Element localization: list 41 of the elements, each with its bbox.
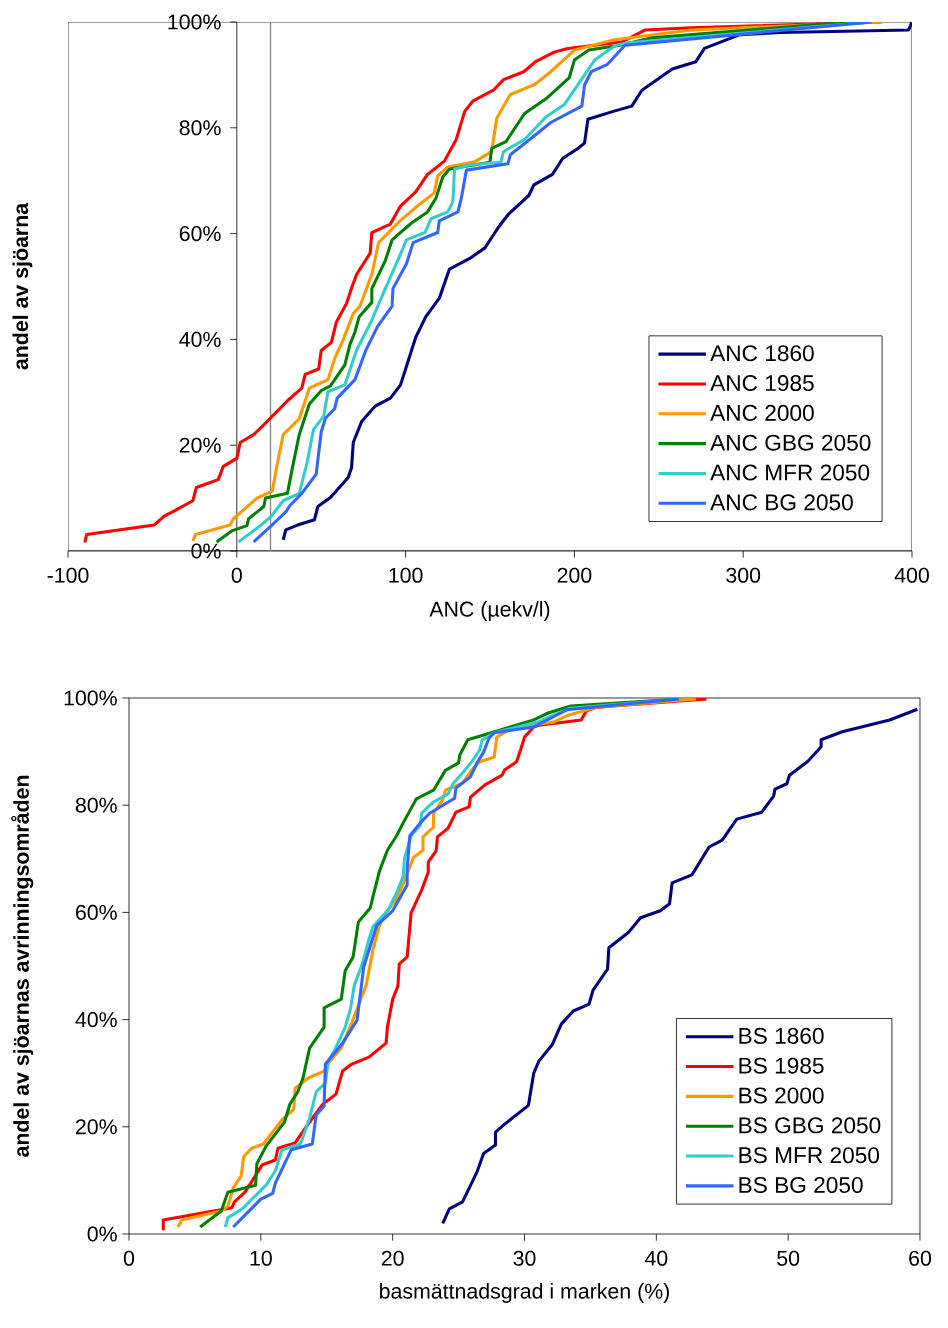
legend-label: ANC 1985 <box>710 375 814 392</box>
x-tick-label: 30 <box>513 1250 536 1266</box>
y-tick-label: 20% <box>75 1119 117 1135</box>
y-tick-label: 0% <box>87 1226 117 1242</box>
x-tick-label: 20 <box>381 1250 404 1266</box>
x-tick-label: -100 <box>47 567 89 583</box>
x-tick-label: 40 <box>644 1250 668 1266</box>
x-tick-label: 200 <box>557 567 592 583</box>
legend-label: ANC GBG 2050 <box>710 434 871 451</box>
y-axis-title: andel av sjöarnas avrinningsområden <box>11 775 34 1157</box>
y-tick-label: 40% <box>179 331 221 347</box>
legend-label: ANC 2000 <box>710 404 814 421</box>
y-tick-label: 20% <box>179 437 221 453</box>
x-tick-label: 0 <box>123 1250 135 1266</box>
line-series <box>441 707 919 1225</box>
legend-label: BS 2000 <box>739 1087 824 1104</box>
y-tick-label: 80% <box>179 120 221 136</box>
x-tick-label: 300 <box>726 567 761 583</box>
legend-label: ANC 1860 <box>710 345 814 362</box>
y-axis-title: andel av sjöarna <box>12 202 33 370</box>
x-tick-label: 50 <box>777 1250 800 1266</box>
legend-label: ANC MFR 2050 <box>710 464 870 481</box>
y-tick-label: 60% <box>179 226 221 242</box>
legend-label: BS MFR 2050 <box>739 1147 880 1164</box>
x-tick-label: 10 <box>250 1250 272 1266</box>
x-tick-label: 400 <box>894 567 929 583</box>
y-tick-label: 80% <box>75 797 117 813</box>
y-tick-label: 60% <box>76 904 117 920</box>
legend-label: ANC BG 2050 <box>710 494 853 511</box>
x-tick-label: 60 <box>909 1250 932 1266</box>
y-tick-label: 40% <box>75 1012 117 1028</box>
x-axis-title: ANC (µekv/l) <box>429 601 550 621</box>
legend-label: BS 1860 <box>739 1027 824 1044</box>
y-tick-label: 100% <box>168 14 221 30</box>
y-tick-label: 100% <box>64 690 117 706</box>
legend-label: BS 1985 <box>739 1057 824 1074</box>
x-tick-label: 100 <box>389 567 423 583</box>
x-tick-label: 0 <box>231 567 242 583</box>
x-axis-title: basmättnadsgrad i marken (%) <box>380 1283 669 1303</box>
legend-label: BS BG 2050 <box>739 1176 863 1194</box>
legend-label: BS GBG 2050 <box>739 1117 881 1134</box>
